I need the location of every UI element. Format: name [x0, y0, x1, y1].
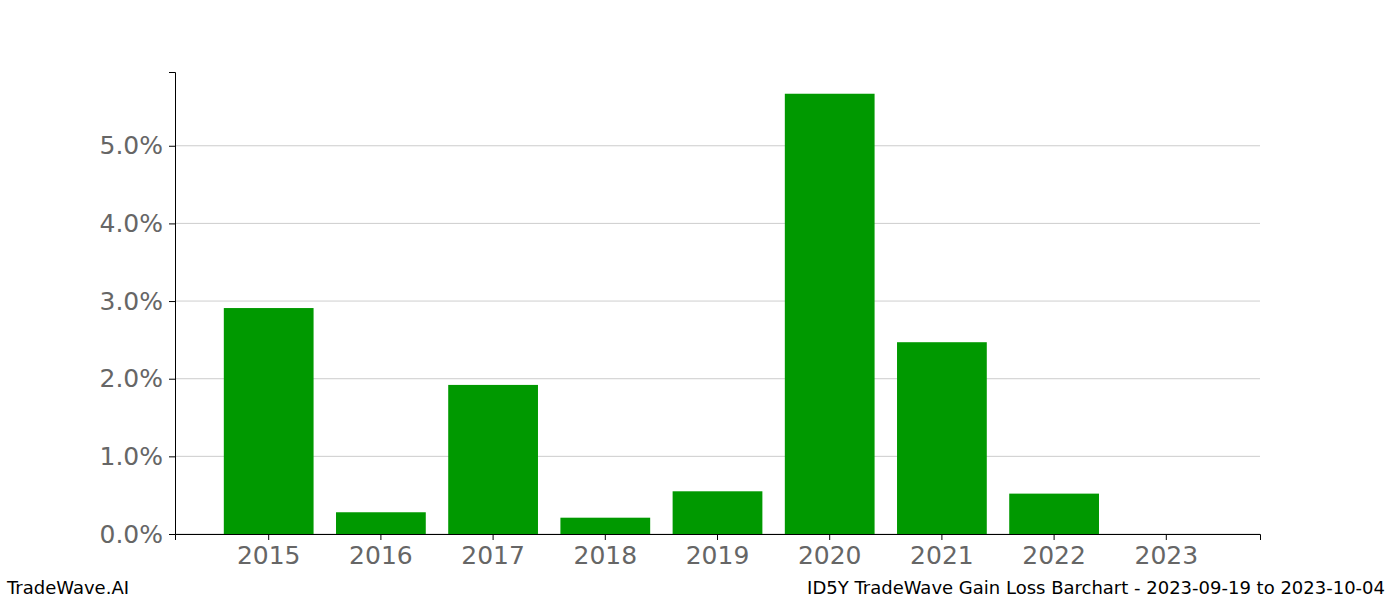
y-tick: 5.0%	[99, 131, 175, 160]
x-tick: 2020	[798, 534, 862, 570]
x-tick-label: 2016	[349, 541, 413, 570]
x-tick-label: 2021	[910, 541, 974, 570]
x-tick-mark	[493, 534, 494, 540]
grid-line	[175, 456, 1260, 457]
y-tick-mark	[169, 456, 175, 457]
x-tick: 2015	[237, 534, 301, 570]
x-tick: 2019	[686, 534, 750, 570]
bar	[224, 308, 314, 534]
grid-line	[175, 301, 1260, 302]
grid-line	[175, 378, 1260, 379]
y-tick-mark	[169, 223, 175, 224]
x-tick-label: 2017	[461, 541, 525, 570]
y-tick-mark	[169, 534, 175, 535]
x-tick-label: 2015	[237, 541, 301, 570]
x-tick-label: 2018	[573, 541, 637, 570]
x-tick: 2017	[461, 534, 525, 570]
bar	[1121, 534, 1211, 535]
x-tick: 2016	[349, 534, 413, 570]
x-tick-mark	[605, 534, 606, 540]
footer-right: ID5Y TradeWave Gain Loss Barchart - 2023…	[807, 577, 1385, 598]
x-tick-mark	[1054, 534, 1055, 540]
y-tick: 3.0%	[99, 287, 175, 316]
y-tick-label: 4.0%	[99, 209, 163, 238]
x-tick-mark	[1166, 534, 1167, 540]
y-tick-mark	[169, 301, 175, 302]
y-tick: 1.0%	[99, 442, 175, 471]
y-tick: 4.0%	[99, 209, 175, 238]
bar	[448, 385, 538, 534]
x-tick-label: 2020	[798, 541, 862, 570]
x-tick-label: 2019	[686, 541, 750, 570]
x-tick: 2021	[910, 534, 974, 570]
bar	[560, 518, 650, 534]
y-tick: 0.0%	[99, 520, 175, 549]
grid	[175, 146, 1260, 534]
plot: 0.0% 1.0% 2.0% 3.0% 4.0% 5.0% 2015 2016 2017 2018…	[99, 73, 1260, 570]
footer-left: TradeWave.AI	[6, 577, 129, 598]
x-axis: 2015 2016 2017 2018 2019 2020 2021 2022 2023	[176, 534, 1261, 570]
axis-line	[176, 535, 1261, 541]
x-tick: 2018	[573, 534, 637, 570]
bar	[336, 512, 426, 534]
y-tick-label: 5.0%	[99, 131, 163, 160]
bars	[224, 94, 1099, 534]
y-tick-label: 0.0%	[99, 520, 163, 549]
x-tick-mark	[941, 534, 942, 540]
y-axis: 0.0% 1.0% 2.0% 3.0% 4.0% 5.0%	[99, 73, 175, 549]
x-tick: 2022	[1022, 534, 1086, 570]
y-tick-label: 3.0%	[99, 287, 163, 316]
x-tick-label: 2023	[1134, 541, 1198, 570]
x-tick-mark	[380, 534, 381, 540]
x-tick-mark	[717, 534, 718, 540]
x-tick-label: 2022	[1022, 541, 1086, 570]
x-tick-mark	[829, 534, 830, 540]
y-tick: 2.0%	[99, 364, 175, 393]
bar	[673, 491, 763, 534]
y-tick-label: 2.0%	[99, 364, 163, 393]
x-tick: 2023	[1134, 534, 1198, 570]
grid-line	[175, 145, 1260, 146]
chart: 0.0% 1.0% 2.0% 3.0% 4.0% 5.0% 2015 2016 2017 2018…	[0, 0, 1400, 600]
bar	[785, 94, 875, 534]
y-tick-mark	[169, 379, 175, 380]
bar	[1009, 494, 1099, 534]
y-tick-mark	[169, 146, 175, 147]
axis-line	[169, 73, 176, 535]
y-tick-label: 1.0%	[99, 442, 163, 471]
bar	[897, 342, 987, 534]
grid-line	[175, 223, 1260, 224]
x-tick-mark	[268, 534, 269, 540]
